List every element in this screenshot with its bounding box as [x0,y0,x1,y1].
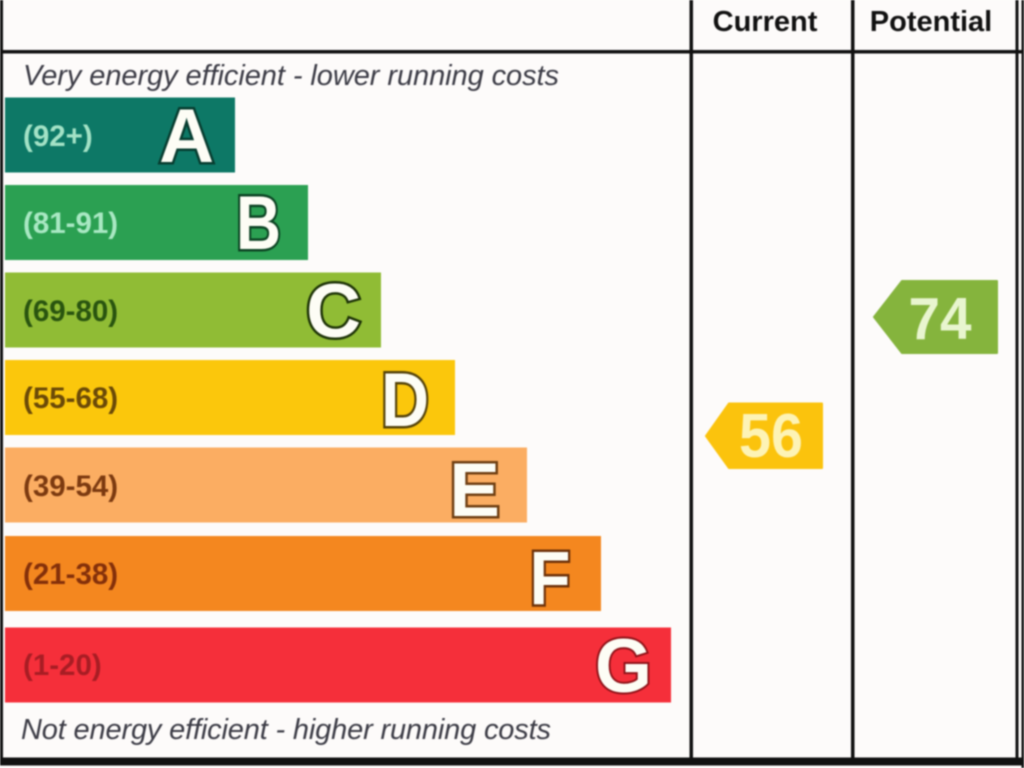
svg-text:(1-20): (1-20) [23,649,102,682]
svg-text:B: B [236,181,281,266]
svg-text:(55-68): (55-68) [23,382,118,415]
svg-text:A: A [159,94,214,179]
svg-text:G: G [595,624,652,709]
svg-text:F: F [530,536,571,621]
svg-text:56: 56 [739,402,803,471]
svg-text:(39-54): (39-54) [23,470,118,503]
svg-text:(81-91): (81-91) [23,207,118,240]
svg-text:Not energy efficient - higher: Not energy efficient - higher running co… [21,714,551,746]
svg-text:Potential: Potential [870,6,992,38]
svg-text:C: C [306,269,361,354]
svg-text:E: E [449,448,500,533]
svg-text:(69-80): (69-80) [23,295,118,328]
svg-text:Very energy efficient - lower: Very energy efficient - lower running co… [23,60,559,92]
svg-text:74: 74 [909,286,972,352]
svg-text:(92+): (92+) [23,120,93,153]
svg-text:D: D [381,358,429,443]
svg-text:(21-38): (21-38) [23,558,118,591]
svg-text:Current: Current [713,6,818,38]
